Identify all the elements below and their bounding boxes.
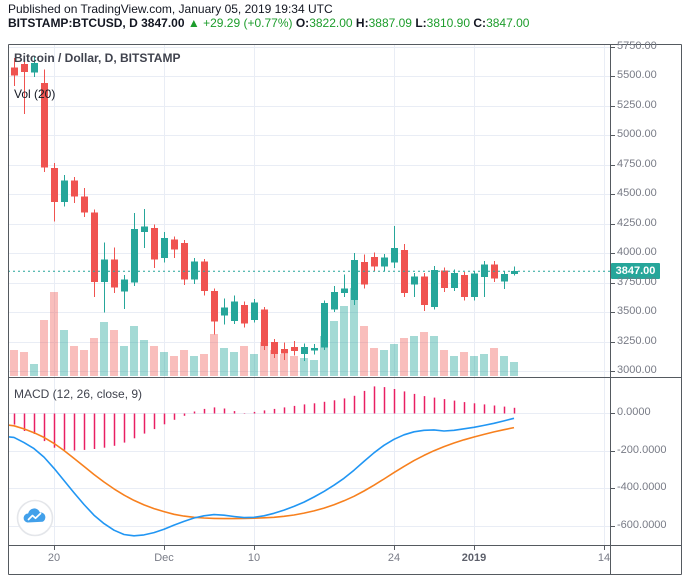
signal-line [8,424,515,520]
macd-line [8,417,515,537]
published-line: Published on TradingView.com, January 05… [8,2,333,16]
gridlines [8,44,610,545]
up-arrow-icon: ▲ [187,16,200,30]
macd-histogram [13,386,516,451]
open-label: O: [295,16,310,30]
open-value: 3822.00 [309,16,353,30]
price-pane[interactable] [8,44,610,377]
cloud-icon [23,508,46,523]
symbol-ohlc-line: BITSTAMP:BTCUSD, D 3847.00 ▲ +29.29 (+0.… [8,16,529,30]
price-axis[interactable] [610,44,682,545]
last-price-badge: 3847.00 [611,263,660,279]
change-value: +29.29 (+0.77%) [203,16,293,30]
close-label: C: [473,16,487,30]
chart-title: Bitcoin / Dollar, D, BITSTAMP [14,51,181,65]
volume-bars [10,288,518,376]
low-label: L: [415,16,427,30]
chart-frame [8,44,682,575]
last-price: 3847.00 [141,16,185,30]
close-value: 3847.00 [486,16,530,30]
low-value: 3810.90 [426,16,471,30]
volume-indicator-label: Vol (20) [14,87,56,101]
high-value: 3887.09 [368,16,412,30]
macd-pane[interactable] [8,378,610,545]
symbol-label: BITSTAMP:BTCUSD, D [8,16,138,30]
tradingview-logo [16,499,54,537]
time-axis[interactable] [8,545,610,575]
high-label: H: [355,16,369,30]
macd-indicator-label: MACD (12, 26, close, 9) [14,387,143,401]
